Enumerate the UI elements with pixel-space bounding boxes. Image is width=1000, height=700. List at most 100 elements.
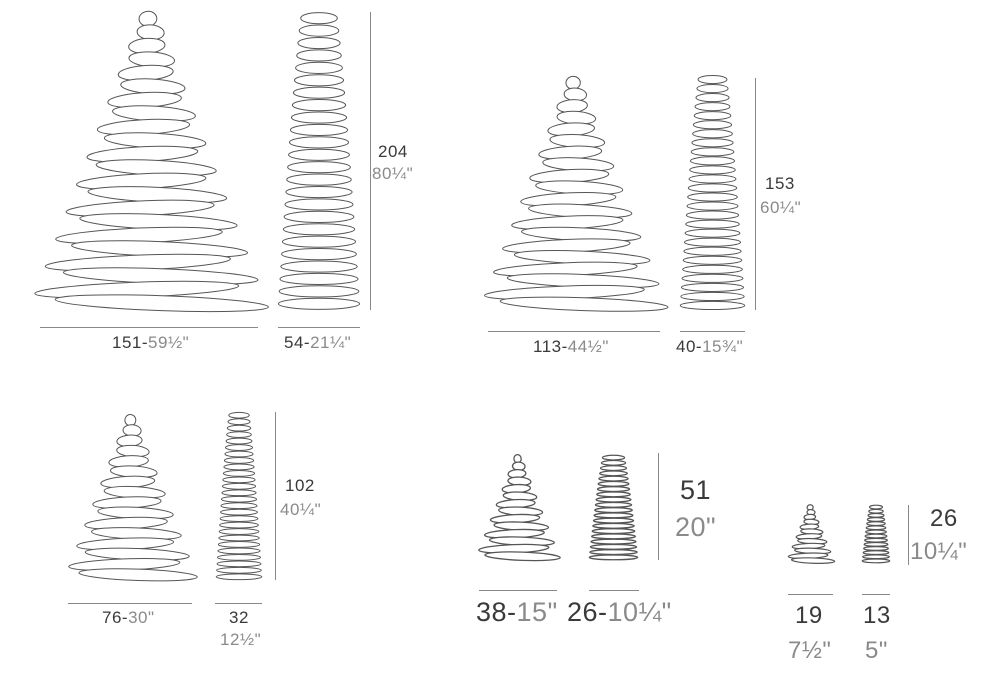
column-width-in: 21¼" bbox=[310, 333, 352, 352]
ring bbox=[868, 504, 884, 510]
height-dimension-line bbox=[755, 78, 756, 310]
ring bbox=[865, 525, 887, 531]
cone-width-cm: 76- bbox=[102, 608, 129, 627]
ring bbox=[680, 291, 745, 302]
ring bbox=[298, 24, 340, 37]
ring bbox=[868, 508, 884, 514]
ring bbox=[281, 235, 357, 248]
height-in: 20" bbox=[675, 512, 717, 542]
ring bbox=[682, 264, 743, 274]
ring bbox=[220, 502, 258, 510]
ring bbox=[866, 517, 886, 522]
ring bbox=[286, 173, 352, 186]
height-dimension-line bbox=[908, 505, 909, 565]
ring bbox=[862, 554, 890, 560]
height-in: 10¼" bbox=[910, 538, 968, 565]
ring bbox=[297, 36, 341, 50]
ring bbox=[289, 136, 349, 149]
height-dimension-line bbox=[370, 12, 371, 310]
column-width-cm: 32 bbox=[229, 608, 249, 627]
ring bbox=[300, 12, 338, 25]
ring bbox=[864, 533, 888, 539]
height-in: 40¼" bbox=[280, 500, 322, 519]
ring bbox=[688, 174, 737, 184]
height-cm: 26 bbox=[930, 505, 958, 532]
ring bbox=[227, 418, 251, 426]
ring bbox=[216, 560, 262, 568]
column-width-in: 5" bbox=[865, 637, 888, 664]
ring bbox=[690, 147, 735, 157]
cone-width-cm: 19 bbox=[795, 602, 823, 629]
ring bbox=[685, 210, 740, 220]
ring bbox=[295, 61, 343, 74]
ring bbox=[590, 533, 637, 540]
ring bbox=[697, 74, 728, 85]
ring bbox=[692, 129, 733, 139]
ring bbox=[592, 522, 635, 529]
ring bbox=[292, 86, 346, 99]
column-lamp bbox=[861, 504, 891, 564]
column-lamp bbox=[215, 411, 263, 581]
column-width-in: 15¾" bbox=[702, 337, 744, 356]
ring bbox=[222, 476, 256, 484]
ring bbox=[289, 123, 349, 137]
ring bbox=[863, 541, 889, 547]
ring bbox=[689, 156, 736, 166]
ring bbox=[864, 537, 888, 543]
ring bbox=[599, 465, 628, 472]
ring bbox=[694, 102, 731, 112]
ring bbox=[217, 547, 261, 555]
cone-width-in: 30" bbox=[128, 608, 155, 627]
cone-width-label: 151-59½" bbox=[112, 333, 189, 353]
width-dimension-line bbox=[862, 594, 890, 595]
ring bbox=[696, 83, 729, 94]
column-width-in: 12½" bbox=[220, 630, 262, 649]
ring bbox=[484, 551, 561, 562]
column-width-cm: 26- bbox=[567, 597, 608, 627]
height-dimension-line bbox=[658, 453, 659, 560]
ring bbox=[290, 111, 348, 124]
ring bbox=[291, 99, 347, 112]
cone-width-cm: 38- bbox=[476, 597, 517, 627]
ring bbox=[284, 198, 354, 211]
ring bbox=[599, 470, 628, 477]
cone-width-cm: 113- bbox=[533, 337, 568, 356]
ring bbox=[683, 237, 742, 247]
ring bbox=[695, 93, 730, 103]
ring bbox=[863, 546, 889, 551]
ring bbox=[692, 120, 733, 130]
ring bbox=[592, 517, 635, 524]
ring bbox=[215, 573, 263, 581]
ring bbox=[282, 223, 356, 236]
ring bbox=[598, 475, 629, 482]
ring bbox=[218, 528, 260, 535]
ring bbox=[54, 294, 269, 313]
ring bbox=[281, 248, 357, 261]
ring bbox=[223, 457, 255, 464]
ring bbox=[217, 541, 261, 548]
ring bbox=[865, 529, 887, 535]
ring bbox=[594, 507, 633, 514]
ring bbox=[589, 543, 638, 550]
cone-width-label: 113-44½" bbox=[533, 337, 609, 357]
ring bbox=[288, 148, 350, 161]
ring bbox=[216, 566, 262, 574]
ring bbox=[283, 210, 355, 223]
width-dimension-line bbox=[680, 331, 745, 332]
ring bbox=[221, 482, 257, 490]
width-dimension-line bbox=[788, 594, 833, 595]
ring bbox=[225, 437, 253, 445]
column-width-label: 54-21¼" bbox=[284, 333, 351, 353]
height-cm: 204 bbox=[378, 142, 408, 161]
ring bbox=[683, 246, 742, 256]
ring bbox=[687, 192, 738, 202]
column-width-label: 26-10¼" bbox=[567, 597, 672, 628]
column-lamp bbox=[588, 454, 639, 561]
ring bbox=[600, 459, 627, 466]
ring bbox=[686, 201, 739, 211]
ring bbox=[277, 297, 361, 310]
ring bbox=[226, 424, 252, 432]
cone-width-label: 76-30" bbox=[102, 608, 155, 628]
cone-width-in: 59½" bbox=[148, 333, 190, 352]
column-width-cm: 13 bbox=[863, 602, 891, 629]
